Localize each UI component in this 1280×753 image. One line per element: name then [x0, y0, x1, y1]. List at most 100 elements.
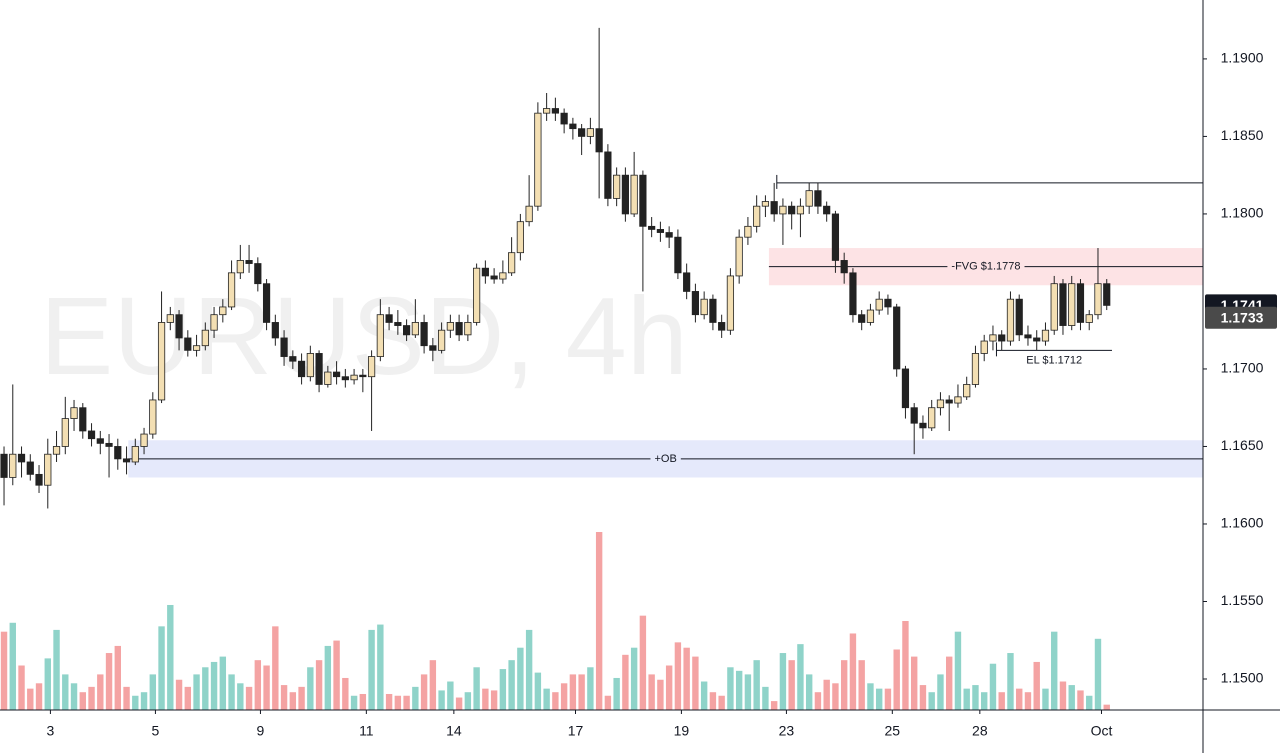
- candle-body: [569, 123, 577, 130]
- volume-bar: [981, 692, 988, 710]
- candle-body: [236, 260, 244, 274]
- candle-body: [1015, 298, 1023, 336]
- volume-bar: [175, 679, 183, 710]
- y-tick-label: 1.1850: [1221, 127, 1264, 143]
- volume-bar: [132, 695, 139, 710]
- volume-bar: [849, 633, 857, 710]
- volume-bar: [88, 686, 95, 710]
- candle-body: [297, 360, 306, 378]
- zone-label-bg: [650, 451, 681, 466]
- volume-bar: [0, 631, 8, 710]
- volume-bar: [359, 693, 367, 710]
- candle-body: [726, 275, 735, 331]
- candle-body: [315, 353, 323, 385]
- volume-bar: [963, 688, 970, 710]
- volume-bar: [272, 626, 279, 710]
- candle-body: [473, 267, 481, 323]
- candle-body: [543, 108, 551, 114]
- x-tick-label: 14: [446, 723, 462, 739]
- candle-body: [376, 314, 384, 357]
- candle-body: [954, 396, 962, 404]
- candle-body: [280, 337, 288, 357]
- candle-body: [254, 263, 262, 285]
- candle-body: [621, 174, 629, 215]
- candle-body: [490, 275, 498, 280]
- candle-body: [753, 205, 761, 227]
- candle-body: [499, 272, 507, 280]
- candle-body: [718, 322, 726, 331]
- candle-body: [35, 473, 43, 486]
- x-tick-label: 9: [257, 723, 265, 739]
- candle-body: [1068, 283, 1076, 326]
- candle-body: [630, 174, 638, 215]
- candle-body: [52, 446, 61, 455]
- volume-bar: [805, 674, 813, 710]
- zone-label: +OB: [654, 453, 676, 465]
- candle-body: [131, 446, 139, 463]
- volume-bar: [648, 674, 655, 710]
- candle-body: [674, 236, 682, 274]
- volume-bar: [1024, 692, 1032, 710]
- volume-bar: [193, 674, 200, 710]
- x-tick-label: 5: [152, 723, 160, 739]
- candle-body: [936, 399, 945, 409]
- candle-body: [919, 422, 927, 429]
- candle-body: [831, 213, 840, 261]
- candle-body: [840, 260, 848, 274]
- candle-body: [770, 201, 778, 215]
- candle-body: [963, 384, 971, 398]
- candle-body: [691, 291, 700, 316]
- volume-bar: [587, 667, 594, 710]
- candle-body: [429, 345, 437, 351]
- x-tick-label: 11: [359, 723, 374, 739]
- volume-bar: [552, 692, 559, 710]
- volume-bar: [639, 615, 647, 710]
- volume-bar: [560, 683, 568, 710]
- candle-body: [70, 407, 78, 419]
- volume-bar: [1016, 688, 1023, 710]
- volume-bar: [928, 692, 935, 710]
- volume-bar: [333, 640, 340, 710]
- x-tick-label: 25: [885, 723, 901, 739]
- candle-body: [1103, 283, 1111, 306]
- candle-body: [26, 461, 34, 475]
- candle-body: [210, 314, 218, 331]
- volume-bar: [858, 660, 865, 710]
- volume-bar: [823, 679, 830, 710]
- candle-body: [508, 252, 516, 274]
- candle-body: [525, 205, 533, 223]
- volume-bar: [263, 665, 270, 710]
- candle-body: [1033, 337, 1041, 342]
- x-tick-label: 3: [47, 723, 55, 739]
- volume-bar: [954, 631, 962, 710]
- y-tick-label: 1.1550: [1221, 592, 1264, 608]
- candle-body: [420, 322, 428, 347]
- candle-body: [201, 329, 209, 347]
- candle-body: [989, 334, 997, 342]
- candle-body: [595, 128, 603, 153]
- volume-bar: [315, 660, 323, 710]
- volume-bar: [438, 690, 445, 710]
- candle-body: [560, 112, 568, 125]
- volume-bar: [1059, 681, 1067, 710]
- volume-bar: [105, 653, 113, 710]
- volume-bar: [368, 629, 375, 710]
- volume-bar: [324, 645, 332, 710]
- candle-body: [17, 453, 26, 463]
- volume-bar: [622, 654, 629, 710]
- candle-body: [306, 353, 314, 378]
- candle-body: [332, 371, 341, 378]
- candle-body: [359, 374, 367, 378]
- candle-body: [0, 453, 8, 478]
- volume-bar: [884, 688, 892, 710]
- volume-bar: [595, 532, 603, 710]
- y-tick-label: 1.1500: [1221, 670, 1264, 686]
- volume-bar: [517, 647, 524, 710]
- volume-bar: [464, 692, 472, 710]
- volume-bar: [307, 667, 314, 710]
- volume-bar: [508, 660, 515, 710]
- candle-body: [901, 368, 910, 409]
- volume-bar: [35, 683, 43, 710]
- volume-bar: [657, 679, 664, 710]
